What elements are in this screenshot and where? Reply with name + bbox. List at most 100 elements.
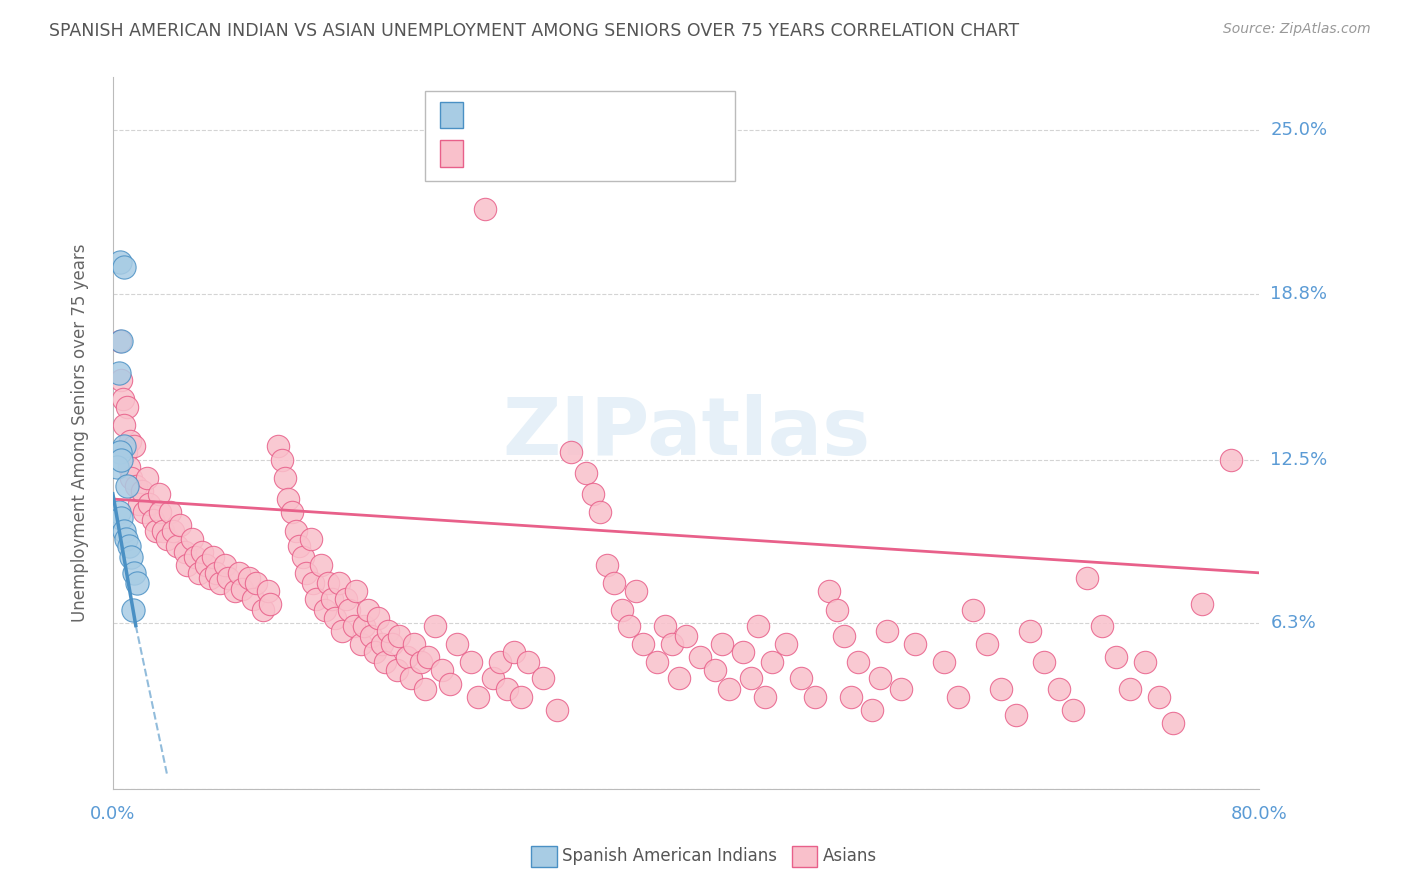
Text: R =: R = <box>474 107 513 125</box>
Point <box>209 576 232 591</box>
Point <box>162 524 184 538</box>
Point <box>107 505 129 519</box>
Point <box>118 434 141 448</box>
Point <box>337 603 360 617</box>
Point <box>367 610 389 624</box>
Point <box>125 479 148 493</box>
Point <box>266 439 288 453</box>
Y-axis label: Unemployment Among Seniors over 75 years: Unemployment Among Seniors over 75 years <box>72 244 89 623</box>
Point <box>121 549 143 564</box>
Point <box>142 513 165 527</box>
Point <box>1147 690 1170 704</box>
Point <box>159 505 181 519</box>
Point <box>825 603 848 617</box>
Point <box>582 487 605 501</box>
Point <box>285 524 308 538</box>
Point <box>962 603 984 617</box>
Point <box>503 645 526 659</box>
Point <box>321 592 343 607</box>
Point <box>710 637 733 651</box>
Point <box>675 629 697 643</box>
Point <box>110 334 132 348</box>
Point <box>166 540 188 554</box>
Point <box>654 618 676 632</box>
Point <box>190 545 212 559</box>
Point <box>112 260 135 275</box>
Point <box>517 656 540 670</box>
Point <box>156 532 179 546</box>
Point <box>288 540 311 554</box>
Point <box>353 618 375 632</box>
Point <box>603 576 626 591</box>
Point <box>224 584 246 599</box>
Point <box>932 656 955 670</box>
Point <box>624 584 647 599</box>
Point <box>668 671 690 685</box>
Point <box>1105 650 1128 665</box>
Point <box>238 571 260 585</box>
Point <box>259 598 281 612</box>
Point <box>754 690 776 704</box>
Text: 0.0%: 0.0% <box>90 805 135 823</box>
Point <box>904 637 927 651</box>
Point <box>832 629 855 643</box>
Point <box>292 549 315 564</box>
Text: 18: 18 <box>620 107 645 125</box>
Point <box>1004 708 1026 723</box>
Point <box>1191 598 1213 612</box>
Point <box>661 637 683 651</box>
Point <box>115 400 138 414</box>
Point <box>173 545 195 559</box>
Point <box>374 656 396 670</box>
Point <box>399 671 422 685</box>
Point <box>718 681 741 696</box>
Point <box>281 505 304 519</box>
Point <box>245 576 267 591</box>
Point <box>1019 624 1042 638</box>
Text: 25.0%: 25.0% <box>1271 121 1327 139</box>
Point <box>183 549 205 564</box>
Point <box>488 656 510 670</box>
Point <box>115 479 138 493</box>
Text: Asians: Asians <box>823 847 876 865</box>
Point <box>202 549 225 564</box>
Point <box>277 491 299 506</box>
Point <box>169 518 191 533</box>
Point <box>200 571 222 585</box>
Text: Source: ZipAtlas.com: Source: ZipAtlas.com <box>1223 22 1371 37</box>
Point <box>274 471 297 485</box>
Point <box>330 624 353 638</box>
Point <box>1062 703 1084 717</box>
Point <box>409 656 432 670</box>
Text: 12.5%: 12.5% <box>1271 450 1327 468</box>
Point <box>138 497 160 511</box>
Point <box>309 558 332 572</box>
Point <box>413 681 436 696</box>
Point <box>122 603 145 617</box>
Point <box>110 510 132 524</box>
Point <box>114 532 136 546</box>
Point <box>107 366 129 380</box>
Point <box>432 664 454 678</box>
Point <box>343 618 366 632</box>
Point <box>890 681 912 696</box>
Text: 6.3%: 6.3% <box>1271 614 1316 632</box>
Point <box>214 558 236 572</box>
Point <box>474 202 496 217</box>
Point <box>839 690 862 704</box>
Point <box>631 637 654 651</box>
Point <box>418 650 440 665</box>
Point <box>388 629 411 643</box>
Point <box>127 576 149 591</box>
Point <box>377 624 399 638</box>
Point <box>804 690 827 704</box>
Point <box>1163 716 1185 731</box>
Point <box>117 540 139 554</box>
Point <box>149 505 172 519</box>
Point <box>1076 571 1098 585</box>
Point <box>425 618 447 632</box>
Point <box>176 558 198 572</box>
Point <box>134 505 156 519</box>
Point <box>1119 681 1142 696</box>
Point <box>402 637 425 651</box>
